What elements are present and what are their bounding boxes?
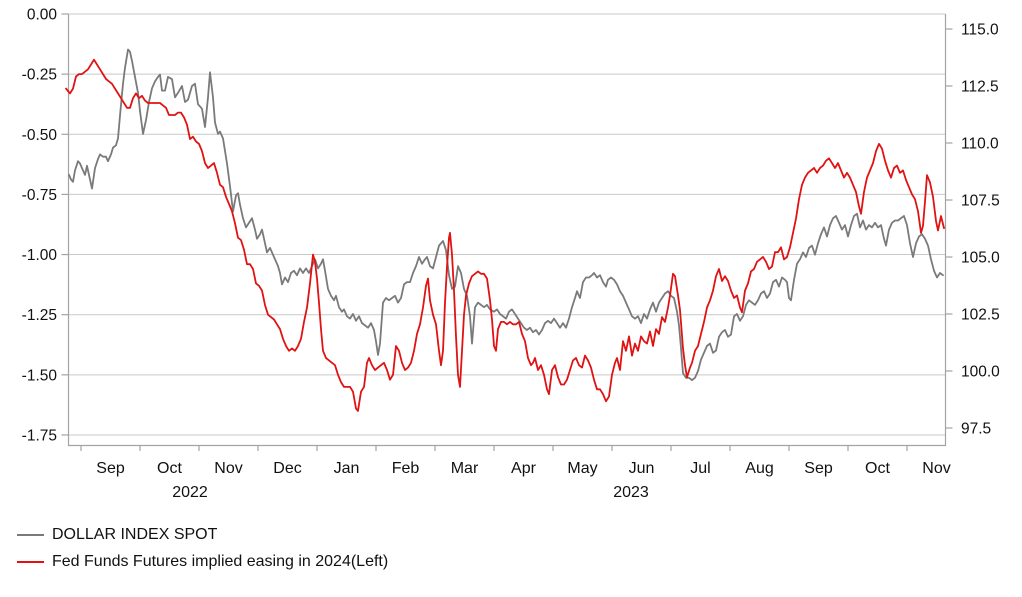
right-axis-tick-label: 97.5: [961, 421, 991, 438]
right-axis-tick-label: 100.0: [961, 364, 1000, 381]
legend-item-dollar-index: DOLLAR INDEX SPOT: [17, 526, 388, 544]
x-axis-month-label: Apr: [511, 460, 537, 477]
right-axis-tick-label: 105.0: [961, 250, 1000, 267]
x-axis-month-label: Sep: [804, 460, 833, 477]
right-axis-tick-label: 102.5: [961, 307, 1000, 324]
right-axis-tick-label: 110.0: [961, 136, 999, 153]
plot-frame: [67, 14, 947, 447]
x-axis-month-label: Dec: [273, 460, 301, 477]
x-axis-month-label: Aug: [745, 460, 773, 477]
x-axis-year-label: 2023: [613, 484, 649, 501]
x-axis-month-label: Nov: [214, 460, 242, 477]
x-axis-year-label: 2022: [172, 484, 208, 501]
left-axis-tick-label: -0.25: [22, 67, 57, 84]
gray-line-swatch-icon: [17, 534, 44, 536]
left-axis-tick-label: 0.00: [27, 7, 58, 24]
series-line-fed-funds-easing: [65, 58, 945, 412]
left-axis-tick-label: -1.00: [22, 247, 58, 264]
x-axis-month-label: Nov: [922, 460, 950, 477]
left-axis-tick-label: -0.50: [22, 127, 58, 144]
x-axis-month-label: Feb: [392, 460, 420, 477]
left-axis-tick-label: -1.50: [22, 367, 58, 384]
x-axis-month-label: Sep: [96, 460, 125, 477]
red-line-swatch-icon: [17, 561, 44, 563]
left-axis-tick-label: -1.75: [22, 427, 57, 444]
right-axis-tick-label: 112.5: [961, 79, 999, 96]
x-axis-month-label: Jul: [690, 460, 710, 477]
right-axis-tick-label: 115.0: [961, 22, 999, 39]
x-axis-month-label: May: [567, 460, 597, 477]
left-axis-tick-label: -1.25: [22, 307, 57, 324]
x-axis-month-label: Mar: [451, 460, 479, 477]
left-axis-tick-label: -0.75: [22, 187, 57, 204]
x-axis-month-label: Jan: [334, 460, 360, 477]
x-axis-month-label: Oct: [865, 460, 890, 477]
legend-label: Fed Funds Futures implied easing in 2024…: [52, 553, 389, 570]
series-line-dollar-index: [68, 48, 944, 382]
right-axis-tick-label: 107.5: [961, 193, 1000, 210]
x-axis-month-label: Jun: [629, 460, 655, 477]
legend-item-fed-funds: Fed Funds Futures implied easing in 2024…: [17, 553, 388, 571]
chart-legend: DOLLAR INDEX SPOT Fed Funds Futures impl…: [17, 526, 388, 571]
x-axis-month-label: Oct: [157, 460, 182, 477]
legend-label: DOLLAR INDEX SPOT: [52, 526, 218, 543]
